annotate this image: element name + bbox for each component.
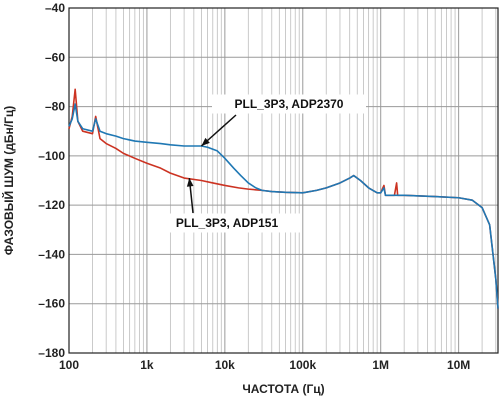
y-tick-label: –160 bbox=[38, 297, 65, 311]
x-tick-label: 10k bbox=[215, 358, 235, 372]
minor-grid bbox=[92, 8, 497, 353]
annotation-label: PLL_3P3, ADP151 bbox=[176, 216, 279, 230]
series-line bbox=[68, 103, 499, 309]
series-layer bbox=[68, 88, 499, 309]
y-tick-label: –40 bbox=[45, 1, 65, 15]
y-tick-label: –140 bbox=[38, 247, 65, 261]
x-tick-label: 1M bbox=[372, 358, 389, 372]
plot-frame bbox=[68, 7, 499, 354]
annotation-layer: PLL_3P3, ADP2370 PLL_3P3, ADP151 bbox=[152, 94, 366, 233]
major-grid bbox=[68, 7, 498, 354]
y-tick-label: –80 bbox=[45, 100, 65, 114]
x-tick-label: 100 bbox=[59, 358, 79, 372]
annotation-box bbox=[212, 94, 366, 114]
annotation-arrow-head bbox=[186, 178, 194, 187]
y-tick-label: –120 bbox=[38, 198, 65, 212]
y-tick-label: –180 bbox=[38, 346, 65, 360]
x-tick-label: 10M bbox=[447, 358, 470, 372]
annotation-label: PLL_3P3, ADP2370 bbox=[235, 97, 344, 111]
series-line bbox=[68, 88, 499, 309]
annotation-box bbox=[152, 213, 302, 233]
y-tick-label: –60 bbox=[45, 50, 65, 64]
x-tick-label: 100k bbox=[289, 358, 316, 372]
y-tick-label: –100 bbox=[38, 149, 65, 163]
y-axis-title: ФАЗОВЫЙ ШУМ (дБн/Гц) bbox=[1, 106, 16, 256]
x-axis-title: ЧАСТОТА (Гц) bbox=[242, 382, 324, 396]
annotation-arrow-head bbox=[201, 137, 210, 146]
x-tick-label: 1k bbox=[140, 358, 154, 372]
